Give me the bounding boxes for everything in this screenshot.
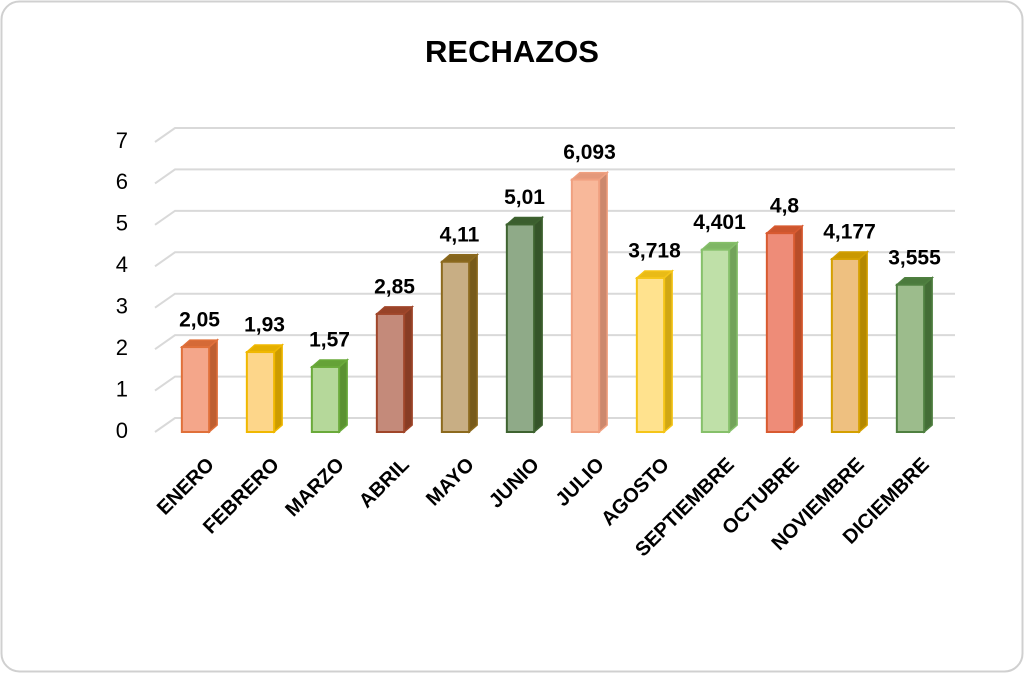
value-label: 4,8 bbox=[770, 195, 800, 218]
bar-front bbox=[375, 312, 406, 433]
bar-front bbox=[180, 346, 211, 434]
grid-line bbox=[154, 127, 955, 143]
bar-side bbox=[793, 224, 803, 434]
grid-line bbox=[154, 168, 955, 185]
bar bbox=[764, 224, 805, 434]
y-tick-label: 7 bbox=[116, 128, 128, 153]
y-tick-label: 5 bbox=[116, 211, 128, 236]
bar-front bbox=[440, 260, 471, 433]
bar-front bbox=[570, 178, 601, 433]
bar-side bbox=[858, 250, 868, 434]
bar-side bbox=[208, 338, 218, 434]
value-label: 2,85 bbox=[374, 275, 415, 298]
value-label: 4,177 bbox=[823, 220, 876, 243]
chart-title: RECHAZOS bbox=[425, 34, 599, 69]
bar-front bbox=[765, 232, 796, 433]
value-label: 1,57 bbox=[309, 329, 350, 352]
bar bbox=[439, 253, 480, 434]
bar-side bbox=[598, 170, 608, 434]
bar bbox=[309, 358, 350, 434]
bar-side bbox=[403, 305, 413, 434]
bar-front bbox=[245, 351, 276, 433]
grid-line bbox=[154, 334, 955, 350]
bar-side bbox=[728, 241, 738, 434]
grid-line bbox=[154, 209, 955, 226]
bar-front bbox=[700, 248, 731, 433]
grid-line bbox=[154, 292, 955, 309]
bar-front bbox=[310, 365, 341, 434]
value-label: 1,93 bbox=[244, 314, 285, 337]
grid-line bbox=[154, 251, 955, 268]
bar-front bbox=[505, 223, 536, 433]
value-label: 6,093 bbox=[563, 141, 616, 164]
value-label: 2,05 bbox=[179, 309, 220, 332]
bar bbox=[569, 170, 610, 434]
bar-front bbox=[635, 276, 666, 433]
bar-side bbox=[663, 269, 673, 434]
bar-side bbox=[468, 253, 478, 434]
value-label: 4,401 bbox=[693, 211, 746, 234]
value-label: 4,11 bbox=[440, 223, 480, 246]
bar-side bbox=[273, 343, 283, 434]
bar-side bbox=[338, 358, 348, 434]
grid-line bbox=[154, 417, 955, 433]
bar-front bbox=[830, 257, 861, 433]
bar bbox=[829, 250, 870, 434]
bar bbox=[699, 241, 740, 434]
y-tick-label: 1 bbox=[116, 376, 128, 401]
bar bbox=[244, 343, 285, 434]
y-tick-label: 6 bbox=[116, 169, 128, 194]
bar bbox=[374, 305, 415, 434]
bar-side bbox=[923, 276, 933, 434]
bar bbox=[179, 338, 220, 434]
value-label: 3,718 bbox=[628, 240, 681, 263]
bar bbox=[504, 215, 545, 434]
bar bbox=[634, 269, 675, 434]
y-tick-label: 2 bbox=[116, 335, 128, 360]
y-tick-label: 4 bbox=[116, 252, 128, 277]
y-tick-label: 0 bbox=[116, 418, 128, 443]
grid-line bbox=[154, 375, 955, 392]
y-tick-label: 3 bbox=[116, 294, 128, 319]
value-label: 3,555 bbox=[888, 246, 941, 269]
value-label: 5,01 bbox=[504, 186, 545, 209]
bar-side bbox=[533, 215, 543, 434]
bar-front bbox=[895, 283, 926, 433]
bar bbox=[894, 276, 935, 434]
